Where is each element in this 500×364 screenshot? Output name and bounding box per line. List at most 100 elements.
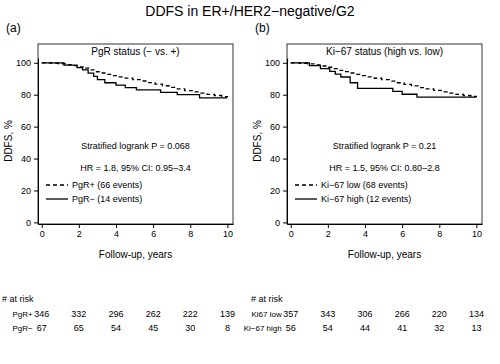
x-tick-mark	[328, 224, 329, 228]
survival-curve	[42, 63, 228, 98]
risk-number: 41	[397, 323, 407, 333]
risk-number: 56	[286, 323, 296, 333]
y-axis-title: DDFS, %	[252, 120, 263, 162]
risk-number: 222	[183, 309, 198, 319]
y-tick-label: 40	[270, 154, 280, 164]
legend-label: Ki−67 high (12 events)	[321, 194, 411, 204]
panel-title: PgR status (− vs. +)	[91, 46, 179, 57]
risk-table-label: # at risk	[2, 294, 34, 304]
risk-number: 13	[471, 323, 481, 333]
y-tick-label: 100	[265, 58, 280, 68]
risk-number: 266	[395, 309, 410, 319]
y-tick-label: 0	[275, 218, 280, 228]
y-tick-mark	[34, 222, 38, 223]
legend-label: PgR− (14 events)	[72, 194, 142, 204]
panel: (a)PgR status (− vs. +)02468100204060801…	[2, 21, 235, 333]
x-tick: 0	[289, 224, 294, 239]
x-tick-label: 10	[223, 229, 233, 239]
x-tick-mark	[190, 224, 191, 228]
y-tick-label: 60	[21, 122, 31, 132]
x-tick-mark	[402, 224, 403, 228]
x-tick-label: 8	[188, 229, 193, 239]
annotation: Stratified logrank P = 0.068	[81, 141, 190, 151]
legend-swatch	[295, 198, 317, 199]
y-tick-mark	[34, 190, 38, 191]
y-tick-label: 40	[21, 154, 31, 164]
x-tick: 8	[188, 224, 193, 239]
risk-number: 343	[320, 309, 335, 319]
x-tick-label: 8	[437, 229, 442, 239]
risk-table: # at riskPgR+346332296262222139PgR−67655…	[2, 294, 235, 333]
survival-curve	[42, 63, 228, 97]
y-tick-mark	[283, 159, 287, 160]
y-tick-mark	[34, 159, 38, 160]
x-tick-mark	[476, 224, 477, 228]
risk-number: 306	[357, 309, 372, 319]
risk-row-name: Ki67 low	[251, 310, 281, 319]
x-tick: 10	[472, 224, 482, 239]
y-tick: 40	[270, 154, 287, 164]
x-tick-mark	[291, 224, 292, 228]
x-axis: 0 2 4 6 8 10	[39, 224, 234, 239]
x-tick-label: 6	[151, 229, 156, 239]
y-tick: 20	[270, 186, 287, 196]
y-tick: 100	[265, 58, 287, 68]
risk-number: 262	[146, 309, 161, 319]
y-tick-mark	[34, 63, 38, 64]
panel-label: (a)	[6, 21, 21, 35]
x-tick-mark	[116, 224, 117, 228]
x-tick-label: 10	[472, 229, 482, 239]
risk-number: 346	[34, 309, 49, 319]
risk-number: 65	[74, 323, 84, 333]
x-tick-mark	[227, 224, 228, 228]
risk-number: 30	[185, 323, 195, 333]
risk-table: # at riskKi67 low357343306266220134Ki−67…	[244, 294, 484, 333]
x-tick-label: 0	[40, 229, 45, 239]
y-axis-line	[38, 59, 39, 225]
x-axis: 0 2 4 6 8 10	[288, 224, 483, 239]
survival-curve	[291, 63, 477, 97]
legend-label: PgR+ (66 events)	[72, 180, 142, 190]
x-tick-mark	[439, 224, 440, 228]
y-tick: 0	[275, 218, 287, 228]
risk-number: 220	[432, 309, 447, 319]
legend-label: Ki−67 low (68 events)	[321, 180, 408, 190]
x-axis-title: Follow-up, years	[348, 249, 421, 260]
y-tick-mark	[283, 95, 287, 96]
legend: PgR+ (66 events) PgR− (14 events)	[46, 180, 142, 204]
risk-row-name: PgR−	[12, 324, 33, 333]
panel-label: (b)	[255, 21, 270, 35]
x-tick-label: 4	[363, 229, 368, 239]
legend-swatch	[46, 198, 68, 199]
x-tick: 10	[223, 224, 233, 239]
risk-number: 67	[37, 323, 47, 333]
y-tick-mark	[283, 127, 287, 128]
x-axis-line	[39, 224, 234, 225]
risk-number: 357	[283, 309, 298, 319]
x-axis-title: Follow-up, years	[99, 249, 172, 260]
annotation: Stratified logrank P = 0.21	[333, 141, 437, 151]
x-tick-label: 0	[289, 229, 294, 239]
risk-row-name: Ki−67 high	[244, 324, 282, 333]
x-tick: 4	[114, 224, 119, 239]
annotation: HR = 1.8, 95% CI: 0.95–3.4	[80, 163, 190, 173]
panel-frame	[287, 44, 482, 224]
y-tick-label: 100	[16, 58, 31, 68]
panel: (b)Ki−67 status (high vs. low)0246810020…	[244, 21, 484, 333]
x-tick-label: 2	[326, 229, 331, 239]
x-tick-mark	[42, 224, 43, 228]
risk-number: 54	[111, 323, 121, 333]
y-tick-mark	[283, 222, 287, 223]
y-tick: 60	[270, 122, 287, 132]
y-tick-mark	[283, 190, 287, 191]
x-tick: 6	[400, 224, 405, 239]
annotation: HR = 1.5, 95% CI: 0.80–2.8	[329, 163, 439, 173]
chart-svg: DDFS in ER+/HER2−negative/G2(a)PgR statu…	[0, 0, 500, 364]
risk-number: 54	[323, 323, 333, 333]
x-tick-label: 2	[77, 229, 82, 239]
x-tick-mark	[153, 224, 154, 228]
x-tick-label: 6	[400, 229, 405, 239]
y-tick-label: 60	[270, 122, 280, 132]
risk-number: 8	[225, 323, 230, 333]
y-tick: 60	[21, 122, 38, 132]
